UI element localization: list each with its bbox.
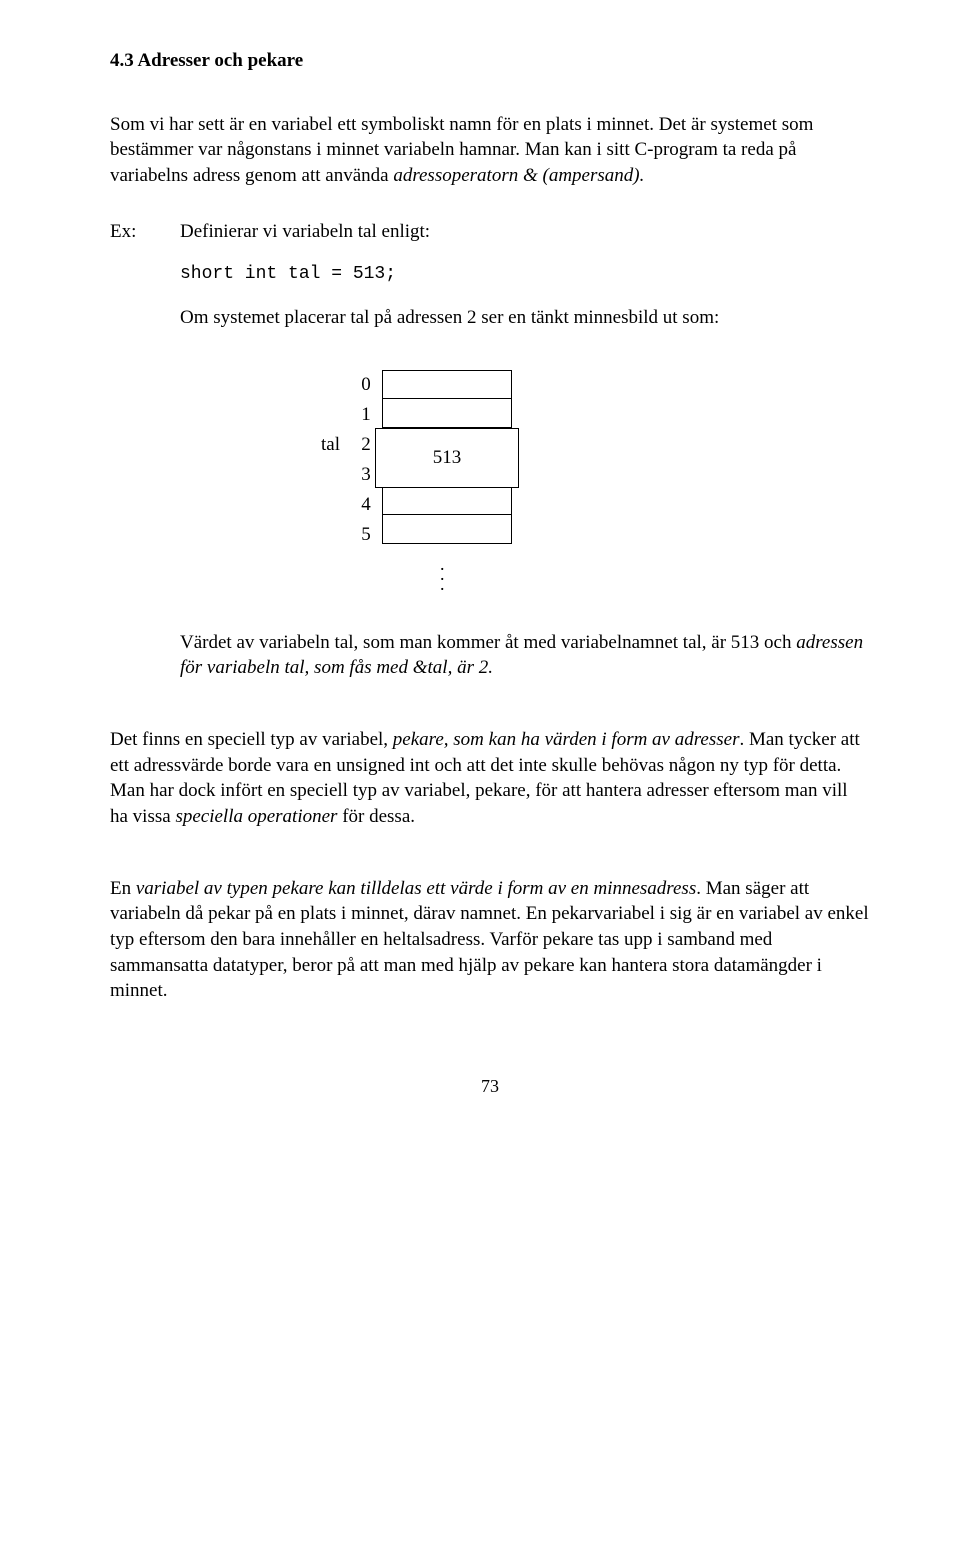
mem-index: 5 [350,520,382,550]
p3i1: variabel av typen pekare kan tilldelas e… [136,878,696,899]
p2c: för dessa. [337,806,415,827]
mem-index: 4 [350,490,382,520]
p2i1: pekare, som kan ha värden i form av adre… [393,729,740,750]
mem-value-text: 513 [433,445,462,471]
code-line: short int tal = 513; [180,262,870,286]
p2a: Det finns en speciell typ av variabel, [110,729,393,750]
value-text: Värdet av variabeln tal, som man kommer … [180,632,796,653]
example-after-code: Om systemet placerar tal på adressen 2 s… [180,305,870,331]
value-paragraph: Värdet av variabeln tal, som man kommer … [180,630,870,681]
mem-index: 0 [350,370,382,400]
example-intro: Definierar vi variabeln tal enligt: [180,219,430,245]
tal-row-label: tal [260,430,340,460]
mem-cell [382,515,512,544]
p3a: En [110,878,136,899]
memory-diagram: tal 0 1 2 3 4 5 513 [260,370,870,550]
mem-value-box: 513 [375,428,519,488]
mem-cell [382,399,512,428]
paragraph-pekare-1: Det finns en speciell typ av variabel, p… [110,727,870,830]
page-number: 73 [110,1074,870,1098]
intro-italic: adressoperatorn & (ampersand). [393,165,644,186]
dots-icon: ... [440,560,870,590]
mem-cell [382,370,512,399]
intro-paragraph: Som vi har sett är en variabel ett symbo… [110,112,870,189]
p2i2: speciella operationer [175,806,337,827]
section-heading: 4.3 Adresser och pekare [110,48,870,74]
example-label: Ex: [110,219,150,245]
mem-index: 1 [350,400,382,430]
paragraph-pekare-2: En variabel av typen pekare kan tilldela… [110,876,870,1004]
mem-cell [382,486,512,515]
